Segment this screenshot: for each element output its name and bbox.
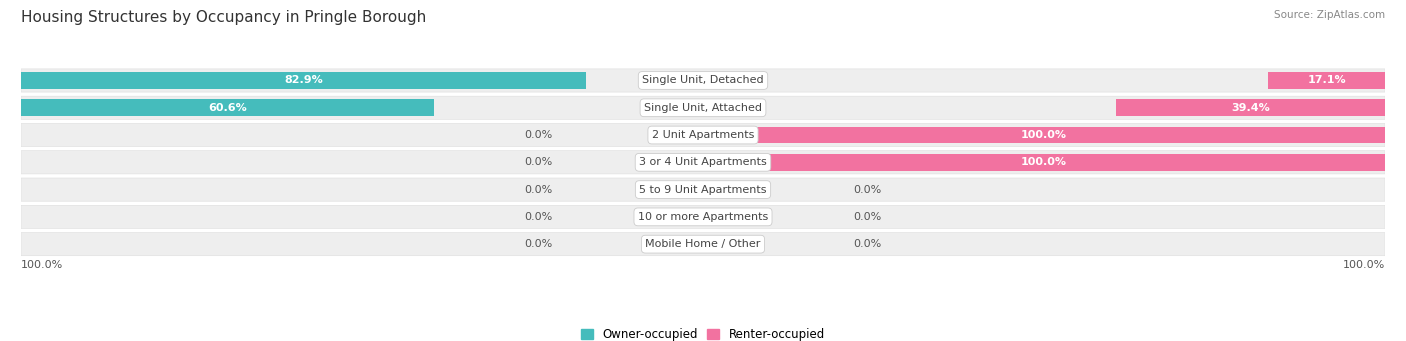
Text: 0.0%: 0.0% (853, 184, 882, 195)
Text: 39.4%: 39.4% (1232, 103, 1270, 113)
Text: 0.0%: 0.0% (524, 130, 553, 140)
Text: Single Unit, Attached: Single Unit, Attached (644, 103, 762, 113)
FancyBboxPatch shape (21, 123, 1385, 147)
Text: 3 or 4 Unit Apartments: 3 or 4 Unit Apartments (640, 157, 766, 167)
Text: 60.6%: 60.6% (208, 103, 247, 113)
Text: 100.0%: 100.0% (1343, 260, 1385, 270)
Text: Housing Structures by Occupancy in Pringle Borough: Housing Structures by Occupancy in Pring… (21, 10, 426, 25)
FancyBboxPatch shape (21, 151, 1385, 174)
Bar (703, 127, 1385, 144)
FancyBboxPatch shape (21, 233, 1385, 256)
Text: 2 Unit Apartments: 2 Unit Apartments (652, 130, 754, 140)
Text: Single Unit, Detached: Single Unit, Detached (643, 75, 763, 86)
Text: 0.0%: 0.0% (524, 239, 553, 249)
FancyBboxPatch shape (21, 69, 1385, 92)
FancyBboxPatch shape (21, 178, 1385, 201)
Bar (1268, 72, 1385, 89)
Text: 5 to 9 Unit Apartments: 5 to 9 Unit Apartments (640, 184, 766, 195)
Text: 100.0%: 100.0% (1021, 130, 1067, 140)
Text: 100.0%: 100.0% (1021, 157, 1067, 167)
Legend: Owner-occupied, Renter-occupied: Owner-occupied, Renter-occupied (576, 324, 830, 341)
Text: 0.0%: 0.0% (524, 157, 553, 167)
FancyBboxPatch shape (21, 205, 1385, 228)
Bar (21, 72, 586, 89)
Bar (1116, 99, 1385, 116)
Text: 0.0%: 0.0% (524, 184, 553, 195)
Bar (703, 154, 1385, 171)
Text: 100.0%: 100.0% (21, 260, 63, 270)
Text: 0.0%: 0.0% (524, 212, 553, 222)
Text: 0.0%: 0.0% (853, 239, 882, 249)
Text: Mobile Home / Other: Mobile Home / Other (645, 239, 761, 249)
Text: 0.0%: 0.0% (853, 212, 882, 222)
Text: 82.9%: 82.9% (284, 75, 323, 86)
Text: 10 or more Apartments: 10 or more Apartments (638, 212, 768, 222)
Bar (21, 99, 434, 116)
FancyBboxPatch shape (21, 96, 1385, 119)
Text: Source: ZipAtlas.com: Source: ZipAtlas.com (1274, 10, 1385, 20)
Text: 17.1%: 17.1% (1308, 75, 1346, 86)
